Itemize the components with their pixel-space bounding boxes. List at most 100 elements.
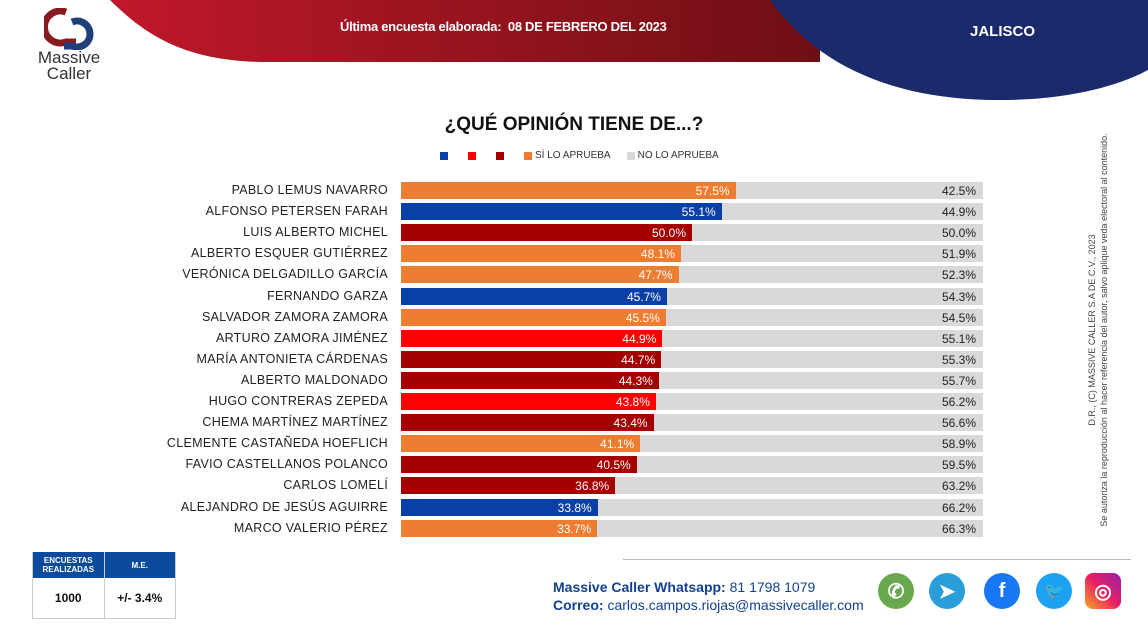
stats-header-surveys: ENCUESTAS REALIZADAS xyxy=(33,552,105,578)
twitter-icon[interactable]: 🐦 xyxy=(1036,573,1072,609)
category-label: HUGO CONTRERAS ZEPEDA xyxy=(208,394,388,408)
chart-title: ¿QUÉ OPINIÓN TIENE DE...? xyxy=(444,114,704,135)
chart-row: PABLO LEMUS NAVARRO 57.5% 42.5% xyxy=(0,182,1000,199)
category-label: ALEJANDRO DE JESÚS AGUIRRE xyxy=(180,499,388,514)
value-label-no: 56.2% xyxy=(941,395,976,409)
value-label-yes: 43.4% xyxy=(613,416,648,431)
category-label: LUIS ALBERTO MICHEL xyxy=(243,225,388,240)
bar-yes xyxy=(401,477,616,495)
value-label-no: 55.7% xyxy=(941,373,976,388)
category-label: MARÍA ANTONIETA CÁRDENAS xyxy=(196,351,388,366)
chart-row: CHEMA MARTÍNEZ MARTÍNEZ 43.4% 56.6% xyxy=(0,414,1000,432)
value-label-yes: 47.7% xyxy=(638,268,673,283)
divider xyxy=(623,559,1131,560)
chart-row: ALBERTO ESQUER GUTIÉRREZ 48.1% 51.9% xyxy=(0,245,1000,263)
value-label-no: 55.1% xyxy=(941,331,976,346)
survey-date: Última encuesta elaborada: 08 DE FEBRERO… xyxy=(340,19,667,34)
value-label-yes: 33.8% xyxy=(557,500,592,515)
bar-yes xyxy=(401,308,666,326)
copyright-note: D.R., (C) MASSIVE CALLER S.A DE C.V., 20… xyxy=(1087,133,1109,527)
value-label-yes: 40.5% xyxy=(596,458,631,473)
bar-yes xyxy=(401,224,692,242)
category-label: CLEMENTE CASTAÑEDA HOEFLICH xyxy=(166,436,388,451)
logo-icon xyxy=(44,8,94,50)
chart-row: CLEMENTE CASTAÑEDA HOEFLICH 41.1% 58.9% xyxy=(0,435,1000,453)
bar-yes xyxy=(401,498,598,516)
bar-yes xyxy=(401,393,656,410)
bar-yes xyxy=(401,350,662,368)
contact-info: Massive Caller Whatsapp: 81 1798 1079 Co… xyxy=(553,579,864,613)
value-label-yes: 44.9% xyxy=(622,331,657,346)
category-label: FAVIO CASTELLANOS POLANCO xyxy=(185,457,388,472)
value-label-no: 56.6% xyxy=(941,416,976,431)
category-label: CARLOS LOMELÍ xyxy=(283,478,388,493)
bar-yes xyxy=(401,203,722,221)
chart-row: CARLOS LOMELÍ 36.8% 63.2% xyxy=(0,477,1000,495)
value-label-no: 58.9% xyxy=(941,437,976,452)
chart-row: ARTURO ZAMORA JIMÉNEZ 44.9% 55.1% xyxy=(0,329,1000,347)
bar-yes xyxy=(401,329,663,347)
value-label-yes: 44.3% xyxy=(618,373,653,388)
category-label: CHEMA MARTÍNEZ MARTÍNEZ xyxy=(202,415,388,430)
value-label-yes: 45.7% xyxy=(626,289,661,304)
bar-yes xyxy=(401,371,659,389)
category-label: ALBERTO ESQUER GUTIÉRREZ xyxy=(190,246,388,261)
category-label: ALBERTO MALDONADO xyxy=(240,372,388,387)
value-label-no: 52.3% xyxy=(941,268,976,283)
value-label-no: 54.3% xyxy=(941,289,976,304)
bar-yes xyxy=(401,182,736,199)
value-label-no: 59.5% xyxy=(941,458,976,473)
stats-me: +/- 3.4% xyxy=(117,591,163,605)
chart-row: HUGO CONTRERAS ZEPEDA 43.8% 56.2% xyxy=(0,393,1000,410)
legend-swatch-blue xyxy=(440,151,448,160)
chart-row: VERÓNICA DELGADILLO GARCÍA 47.7% 52.3% xyxy=(0,266,1000,284)
value-label-no: 63.2% xyxy=(941,479,976,494)
chart-row: ALBERTO MALDONADO 44.3% 55.7% xyxy=(0,371,1000,389)
value-label-no: 50.0% xyxy=(941,226,976,241)
stats-header-me: M.E. xyxy=(131,560,148,570)
chart-row: ALEJANDRO DE JESÚS AGUIRRE 33.8% 66.2% xyxy=(0,498,1000,516)
value-label-yes: 45.5% xyxy=(625,310,660,325)
whatsapp-number[interactable]: 81 1798 1079 xyxy=(729,579,816,595)
stats-surveys: 1000 xyxy=(33,578,105,618)
value-label-yes: 48.1% xyxy=(640,247,675,262)
category-label: SALVADOR ZAMORA ZAMORA xyxy=(201,309,388,324)
bar-yes xyxy=(401,435,641,453)
instagram-icon[interactable]: ◎ xyxy=(1085,573,1121,609)
legend-swatch-red xyxy=(468,151,476,160)
bar-yes xyxy=(401,245,681,263)
chart-row: SALVADOR ZAMORA ZAMORA 45.5% 54.5% xyxy=(0,308,1000,326)
email-link[interactable]: carlos.campos.riojas@massivecaller.com xyxy=(607,597,864,613)
chart-row: FERNANDO GARZA 45.7% 54.3% xyxy=(0,287,1000,305)
bar-yes xyxy=(401,287,667,305)
bar-yes xyxy=(401,456,637,474)
value-label-no: 66.3% xyxy=(941,521,976,536)
legend: SÍ LO APRUEBA NO LO APRUEBA xyxy=(440,150,727,161)
bar-yes xyxy=(401,519,598,537)
category-label: MARCO VALERIO PÉREZ xyxy=(233,520,388,535)
value-label-yes: 50.0% xyxy=(651,226,686,241)
telegram-icon[interactable]: ➤ xyxy=(929,573,965,609)
value-label-no: 44.9% xyxy=(941,205,976,220)
value-label-yes: 36.8% xyxy=(575,479,610,494)
chart-row: LUIS ALBERTO MICHEL 50.0% 50.0% xyxy=(0,224,1000,242)
state-label: JALISCO xyxy=(970,23,1036,40)
value-label-no: 66.2% xyxy=(941,500,976,515)
value-label-yes: 57.5% xyxy=(695,184,730,198)
value-label-no: 55.3% xyxy=(941,352,976,367)
legend-no: NO LO APRUEBA xyxy=(626,150,719,161)
value-label-yes: 41.1% xyxy=(600,437,635,452)
legend-yes: SÍ LO APRUEBA xyxy=(524,150,611,161)
whatsapp-icon[interactable]: ✆ xyxy=(878,573,914,609)
value-label-yes: 44.7% xyxy=(621,352,656,367)
facebook-icon[interactable]: f xyxy=(984,573,1020,609)
value-label-no: 42.5% xyxy=(941,184,976,198)
category-label: ARTURO ZAMORA JIMÉNEZ xyxy=(215,330,388,345)
value-label-no: 51.9% xyxy=(941,247,976,262)
value-label-yes: 55.1% xyxy=(681,205,716,220)
bar-yes xyxy=(401,414,654,432)
value-label-yes: 33.7% xyxy=(557,521,592,536)
legend-swatch-darkred xyxy=(496,151,504,160)
category-label: PABLO LEMUS NAVARRO xyxy=(231,183,388,197)
header-banner xyxy=(110,0,1148,100)
